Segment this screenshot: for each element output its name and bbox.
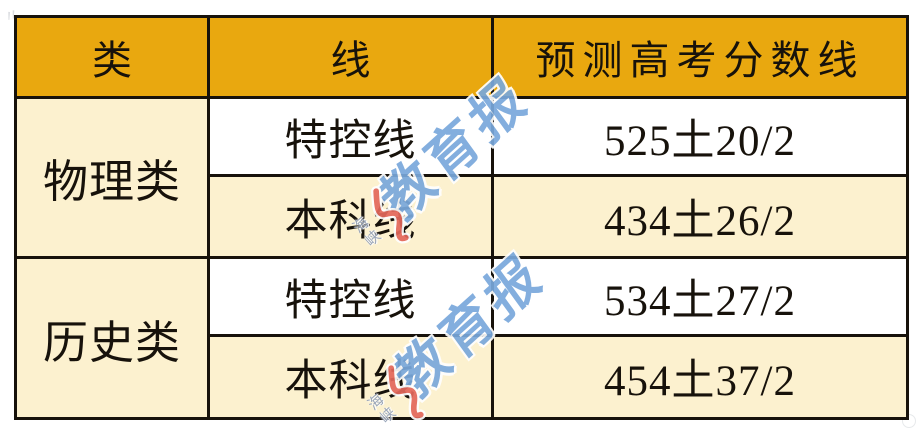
score-undergraduate-physics: 434土26/2 bbox=[491, 174, 909, 259]
category-physics: 物理类 bbox=[14, 96, 210, 259]
table-row: 物理类 特控线 525土20/2 bbox=[14, 96, 909, 259]
score-special-control-physics: 525土20/2 bbox=[491, 96, 909, 177]
line-special-control-physics: 特控线 bbox=[207, 96, 494, 177]
line-undergraduate-history: 本科线 bbox=[207, 334, 494, 420]
score-special-control-history: 534土27/2 bbox=[491, 256, 909, 337]
corner-circle-mark bbox=[902, 414, 916, 428]
score-undergraduate-history: 454土37/2 bbox=[491, 334, 909, 420]
category-history: 历史类 bbox=[14, 256, 210, 420]
header-line: 线 bbox=[207, 15, 494, 99]
header-prediction: 预测高考分数线 bbox=[491, 15, 909, 99]
table-row: 历史类 特控线 534土27/2 bbox=[14, 256, 909, 420]
table-header-row: 类 线 预测高考分数线 bbox=[14, 15, 909, 99]
score-prediction-table: 类 线 预测高考分数线 物理类 特控线 525土20/2 本科线 434土26/… bbox=[14, 15, 909, 420]
line-special-control-history: 特控线 bbox=[207, 256, 494, 337]
line-undergraduate-physics: 本科线 bbox=[207, 174, 494, 259]
table-row: 本科线 454土37/2 bbox=[16, 334, 909, 420]
header-category: 类 bbox=[14, 15, 210, 99]
